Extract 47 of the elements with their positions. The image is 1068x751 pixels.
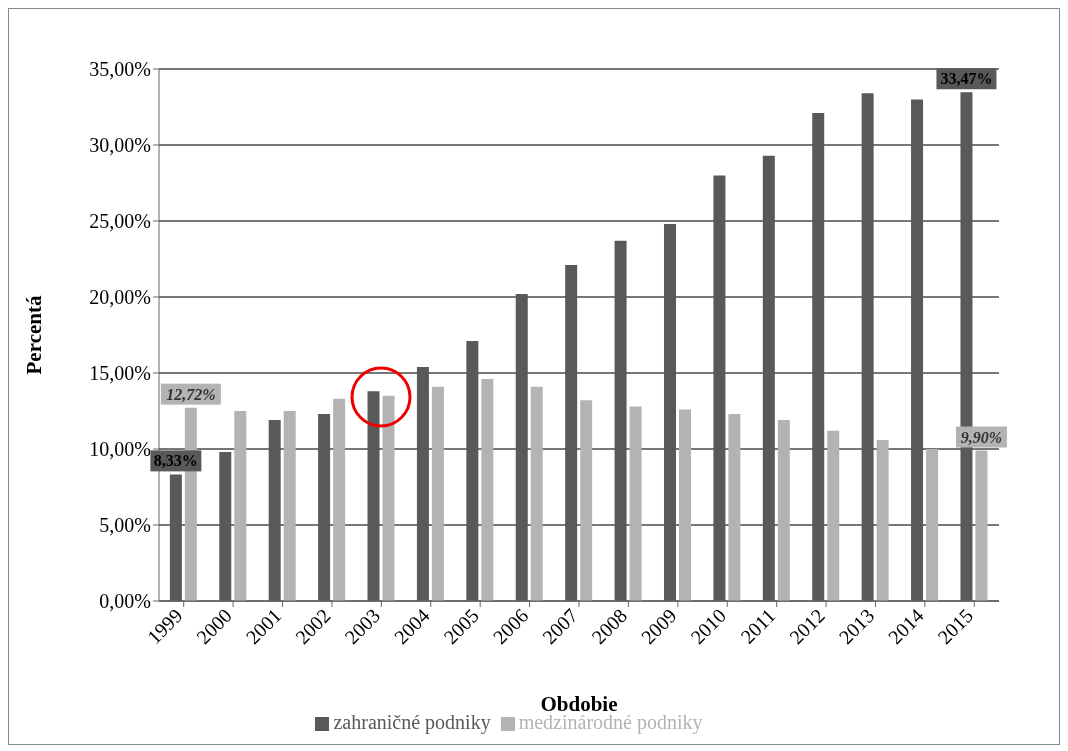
y-tick-label: 10,00% xyxy=(89,438,151,461)
bar xyxy=(812,113,825,601)
data-label: 9,90% xyxy=(960,428,1003,446)
x-tick-label: 2011 xyxy=(736,604,780,648)
y-tick-label: 20,00% xyxy=(89,286,151,309)
bar xyxy=(367,391,380,601)
bar xyxy=(515,293,528,601)
bar xyxy=(283,411,296,601)
data-label: 8,33% xyxy=(153,452,198,470)
bar xyxy=(728,414,741,601)
bar xyxy=(333,398,346,601)
bar xyxy=(762,155,775,601)
bar xyxy=(629,406,642,601)
data-label: 12,72% xyxy=(166,385,216,403)
bar xyxy=(530,386,543,601)
bar xyxy=(565,265,578,601)
legend-label: zahraničné podniky xyxy=(333,711,491,733)
bar xyxy=(777,420,790,601)
bar xyxy=(431,386,444,601)
bar xyxy=(466,341,479,601)
bar xyxy=(713,175,726,601)
bar xyxy=(678,409,691,601)
data-label: 33,47% xyxy=(940,70,993,88)
bar xyxy=(219,452,232,601)
bar xyxy=(416,366,429,601)
bar xyxy=(481,379,494,601)
bar xyxy=(975,450,988,601)
bar xyxy=(169,474,182,601)
bar xyxy=(580,400,593,601)
y-tick-label: 25,00% xyxy=(89,210,151,233)
y-tick-label: 35,00% xyxy=(89,58,151,81)
bar xyxy=(382,395,395,601)
y-tick-label: 5,00% xyxy=(99,514,151,537)
y-axis-title: Percentá xyxy=(22,295,47,375)
bar xyxy=(234,411,247,601)
bar xyxy=(268,420,281,601)
y-tick-label: 30,00% xyxy=(89,134,151,157)
bar xyxy=(318,414,331,601)
bar xyxy=(614,240,627,601)
bar xyxy=(827,430,840,601)
y-tick-label: 15,00% xyxy=(89,362,151,385)
bar xyxy=(876,439,889,601)
bar xyxy=(663,224,676,601)
y-tick-label: 0,00% xyxy=(99,590,151,613)
bar xyxy=(911,99,924,601)
bar xyxy=(926,449,939,601)
bar xyxy=(861,93,874,601)
